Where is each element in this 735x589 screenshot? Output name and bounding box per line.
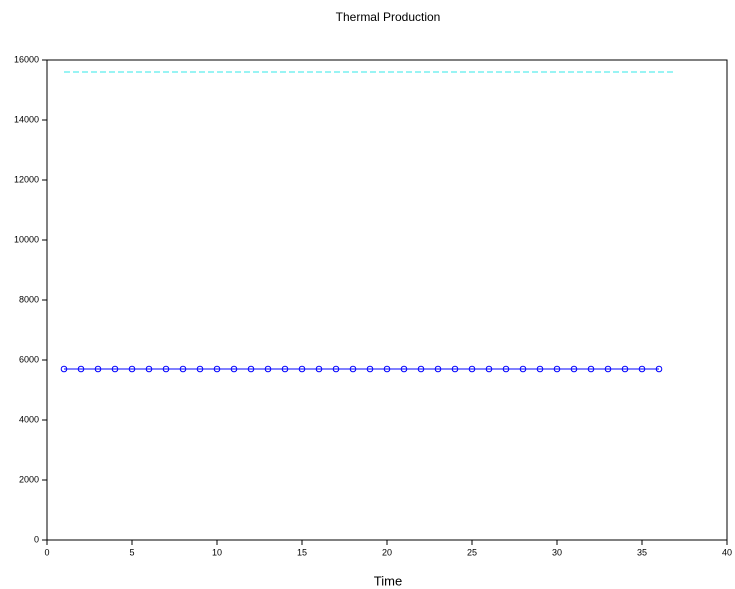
y-tick-label: 6000 [19, 354, 39, 364]
y-tick-label: 12000 [14, 174, 39, 184]
x-tick-label: 0 [44, 547, 49, 557]
point-marker [111, 365, 119, 373]
x-tick-label: 5 [129, 547, 134, 557]
point-marker [230, 365, 238, 373]
point-marker [332, 365, 340, 373]
x-axis-label: Time [374, 573, 402, 588]
point-marker [247, 365, 255, 373]
point-marker [145, 365, 153, 373]
point-marker [468, 365, 476, 373]
point-marker [383, 365, 391, 373]
point-marker [60, 365, 68, 373]
point-marker [264, 365, 272, 373]
point-marker [485, 365, 493, 373]
point-marker [179, 365, 187, 373]
x-tick-label: 10 [212, 547, 222, 557]
x-tick-label: 30 [552, 547, 562, 557]
x-tick-label: 20 [382, 547, 392, 557]
point-marker [621, 365, 629, 373]
point-marker [366, 365, 374, 373]
point-marker [162, 365, 170, 373]
y-tick-label: 2000 [19, 474, 39, 484]
point-marker [298, 365, 306, 373]
point-marker [553, 365, 561, 373]
y-tick-label: 8000 [19, 294, 39, 304]
x-tick-label: 25 [467, 547, 477, 557]
point-marker [502, 365, 510, 373]
point-marker [587, 365, 595, 373]
y-tick-label: 10000 [14, 234, 39, 244]
point-marker [315, 365, 323, 373]
point-marker [604, 365, 612, 373]
point-marker [570, 365, 578, 373]
point-marker [417, 365, 425, 373]
point-marker [519, 365, 527, 373]
point-marker [77, 365, 85, 373]
point-marker [451, 365, 459, 373]
y-tick-label: 0 [34, 534, 39, 544]
y-tick-label: 16000 [14, 54, 39, 64]
point-marker [281, 365, 289, 373]
point-marker [655, 365, 663, 373]
point-marker [128, 365, 136, 373]
point-marker [400, 365, 408, 373]
point-marker [213, 365, 221, 373]
plot-frame [46, 59, 728, 541]
point-marker [638, 365, 646, 373]
point-marker [434, 365, 442, 373]
chart-title: Thermal Production [336, 10, 441, 24]
y-tick-label: 14000 [14, 114, 39, 124]
x-tick-label: 15 [297, 547, 307, 557]
point-marker [94, 365, 102, 373]
point-marker [196, 365, 204, 373]
point-marker [536, 365, 544, 373]
point-marker [349, 365, 357, 373]
x-tick-label: 35 [637, 547, 647, 557]
y-tick-label: 4000 [19, 414, 39, 424]
x-tick-label: 40 [722, 547, 732, 557]
